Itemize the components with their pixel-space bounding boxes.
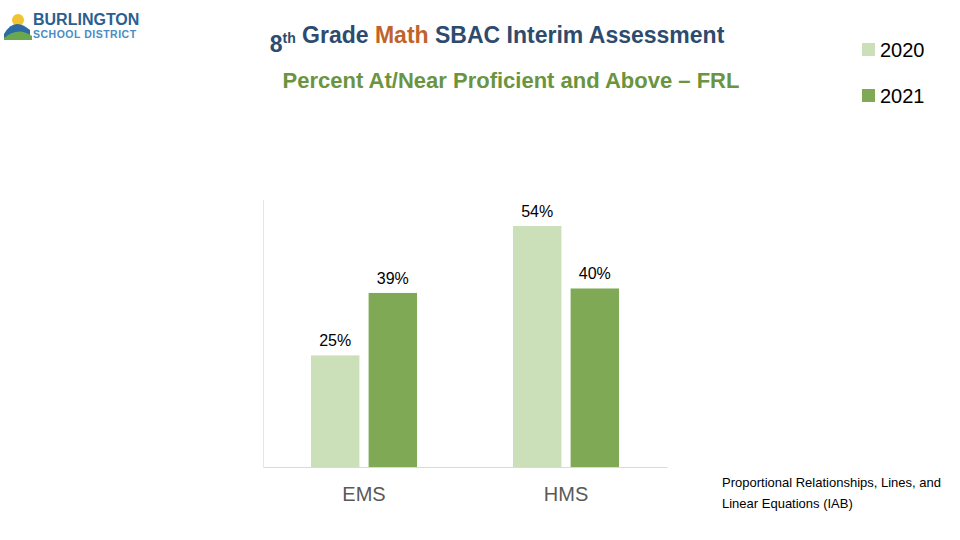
x-tick-label: HMS xyxy=(544,483,588,505)
bar xyxy=(571,288,619,467)
logo: BURLINGTONSCHOOL DISTRICT xyxy=(4,11,139,40)
logo-hill xyxy=(4,31,32,40)
bar xyxy=(513,226,561,467)
annotation-line: Linear Equations (IAB) xyxy=(722,496,853,511)
data-label: 54% xyxy=(521,203,553,220)
data-labels: 25% 54% 39% 40% xyxy=(319,203,611,349)
title-part: Assessment xyxy=(583,22,724,48)
legend: 2020 2021 xyxy=(862,39,925,107)
title-part: Math xyxy=(369,22,429,48)
y-axis xyxy=(263,200,264,468)
data-label: 39% xyxy=(377,270,409,287)
x-tick-label: EMS xyxy=(342,483,385,505)
annotation: Proportional Relationships, Lines, and L… xyxy=(722,475,945,511)
logo-text: BURLINGTON xyxy=(33,11,139,28)
legend-label: 2021 xyxy=(880,85,925,107)
x-axis-line xyxy=(264,467,668,468)
title-part: Grade xyxy=(296,22,369,48)
data-label: 40% xyxy=(579,265,611,282)
legend-label: 2020 xyxy=(880,39,925,61)
logo-text: SCHOOL DISTRICT xyxy=(33,28,137,40)
chart: BURLINGTONSCHOOL DISTRICT 8th Grade Math … xyxy=(0,0,960,540)
title-part: SBAC xyxy=(429,22,501,48)
bar xyxy=(311,355,359,467)
subtitle: Percent At/Near Proficient and Above – F… xyxy=(283,68,740,93)
legend-swatch xyxy=(862,89,875,102)
title-superscript: th xyxy=(282,30,295,46)
title-part: Interim xyxy=(500,22,583,48)
title-part: 8 xyxy=(270,31,283,57)
bar xyxy=(369,293,417,467)
y-axis-line xyxy=(263,200,264,468)
legend-swatch xyxy=(862,43,875,56)
data-label: 25% xyxy=(319,332,351,349)
x-axis: EMS HMS xyxy=(264,468,668,506)
x-tick: EMS xyxy=(342,483,385,505)
title: 8th Grade Math SBAC Interim Assessment xyxy=(270,22,725,57)
bars xyxy=(311,226,619,467)
annotation-line: Proportional Relationships, Lines, and xyxy=(722,475,945,490)
x-tick: HMS xyxy=(544,483,588,505)
